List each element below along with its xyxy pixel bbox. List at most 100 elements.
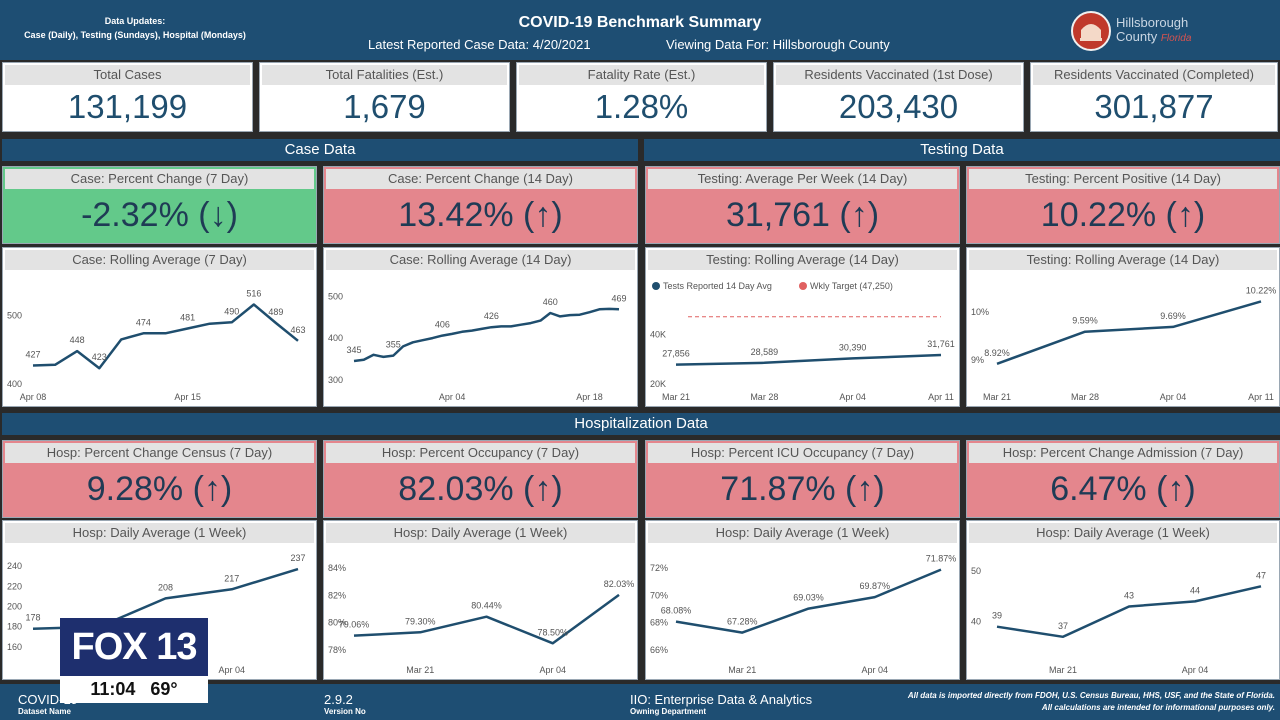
stat-label: Fatality Rate (Est.)	[519, 65, 764, 85]
y-tick-label: 66%	[650, 645, 668, 655]
data-label: 28,589	[751, 347, 779, 357]
logo-line-1: Hillsborough	[1116, 16, 1191, 30]
time-temp: 11:04 69°	[60, 676, 208, 703]
y-tick-label: 40	[971, 617, 981, 627]
chart-case-rolling-7day: Case: Rolling Average (7 Day) 400500Apr …	[2, 247, 317, 407]
chart-title: Hosp: Daily Average (1 Week)	[5, 523, 314, 543]
data-label: 80.44%	[471, 601, 502, 611]
data-label: 460	[543, 297, 558, 307]
data-label: 481	[180, 312, 195, 322]
fox13-overlay: FOX 13 11:04 69°	[60, 618, 208, 703]
chart-plot: 66%68%70%72%Mar 21Apr 0468.08%67.28%69.0…	[646, 543, 959, 679]
overlay-temp: 69°	[150, 679, 177, 699]
chart-title: Hosp: Daily Average (1 Week)	[969, 523, 1277, 543]
data-label: 9.59%	[1072, 316, 1098, 326]
y-tick-label: 500	[7, 310, 22, 320]
stat-total-cases: Total Cases 131,199	[2, 62, 253, 132]
stat-value: 1.28%	[517, 85, 766, 129]
data-label: 237	[290, 553, 305, 563]
x-tick-label: Apr 04	[861, 665, 888, 675]
kpi-value: 82.03% (↑)	[324, 463, 637, 515]
y-tick-label: 10%	[971, 307, 989, 317]
y-tick-label: 180	[7, 622, 22, 632]
stat-fatality-rate: Fatality Rate (Est.) 1.28%	[516, 62, 767, 132]
chart-title: Case: Rolling Average (14 Day)	[326, 250, 635, 270]
data-updates: Data Updates: Case (Daily), Testing (Sun…	[0, 14, 270, 42]
y-tick-label: 50	[971, 566, 981, 576]
stat-label: Total Cases	[5, 65, 250, 85]
chart-case-rolling-14day: Case: Rolling Average (14 Day) 300400500…	[323, 247, 638, 407]
kpi-hosp-admission-change: Hosp: Percent Change Admission (7 Day) 6…	[966, 440, 1280, 518]
kpi-label: Testing: Average Per Week (14 Day)	[648, 169, 957, 189]
y-tick-label: 68%	[650, 618, 668, 628]
y-tick-label: 500	[328, 291, 343, 301]
series-line	[997, 301, 1261, 363]
stat-label: Residents Vaccinated (Completed)	[1033, 65, 1275, 85]
chart-plot: 9%10%Mar 21Mar 28Apr 04Apr 118.92%9.59%9…	[967, 270, 1279, 406]
data-label: 217	[224, 573, 239, 583]
fox13-logo: FOX 13	[60, 618, 208, 676]
chart-title: Hosp: Daily Average (1 Week)	[648, 523, 957, 543]
x-tick-label: Apr 15	[174, 392, 201, 402]
y-tick-label: 40K	[650, 330, 666, 340]
chart-title: Hosp: Daily Average (1 Week)	[326, 523, 635, 543]
y-tick-label: 9%	[971, 355, 984, 365]
x-tick-label: Mar 28	[1071, 392, 1099, 402]
kpi-label: Hosp: Percent Change Admission (7 Day)	[969, 443, 1277, 463]
x-tick-label: Apr 18	[576, 392, 603, 402]
kpi-value: 10.22% (↑)	[967, 189, 1279, 241]
stat-value: 301,877	[1031, 85, 1277, 129]
data-label: 178	[25, 613, 40, 623]
data-label: 44	[1190, 585, 1200, 595]
dataset-label: Dataset Name	[18, 707, 78, 716]
department-name: IIO: Enterprise Data & Analytics	[630, 692, 812, 707]
data-label: 37	[1058, 621, 1068, 631]
legend-label-target: Wkly Target (47,250)	[810, 281, 893, 291]
stat-label: Total Fatalities (Est.)	[262, 65, 507, 85]
kpi-case-change-7day: Case: Percent Change (7 Day) -2.32% (↓)	[2, 166, 317, 244]
y-tick-label: 200	[7, 601, 22, 611]
kpi-label: Case: Percent Change (14 Day)	[326, 169, 635, 189]
footer-disclaimer: All data is imported directly from FDOH,…	[905, 690, 1275, 714]
latest-case-date: Latest Reported Case Data: 4/20/2021	[368, 37, 591, 52]
kpi-value: 6.47% (↑)	[967, 463, 1279, 515]
chart-hosp-icu: Hosp: Daily Average (1 Week) 66%68%70%72…	[645, 520, 960, 680]
kpi-label: Testing: Percent Positive (14 Day)	[969, 169, 1277, 189]
chart-title: Testing: Rolling Average (14 Day)	[648, 250, 957, 270]
section-case-data: Case Data	[2, 139, 638, 161]
data-label: 8.92%	[984, 348, 1010, 358]
viewing-county: Viewing Data For: Hillsborough County	[666, 37, 890, 52]
kpi-hosp-census-change: Hosp: Percent Change Census (7 Day) 9.28…	[2, 440, 317, 518]
county-logo: Hillsborough County Florida	[1070, 10, 1230, 52]
data-label: 9.69%	[1160, 311, 1186, 321]
series-line	[676, 355, 941, 365]
y-tick-label: 20K	[650, 379, 666, 389]
chart-plot: 400500Apr 08Apr 154274484234744814905164…	[3, 270, 316, 406]
stat-value: 131,199	[3, 85, 252, 129]
x-tick-label: Mar 21	[728, 665, 756, 675]
kpi-value: 71.87% (↑)	[646, 463, 959, 515]
logo-line-3: Florida	[1161, 33, 1192, 44]
kpi-value: -2.32% (↓)	[3, 189, 316, 241]
stat-value: 1,679	[260, 85, 509, 129]
kpi-label: Hosp: Percent Change Census (7 Day)	[5, 443, 314, 463]
y-tick-label: 160	[7, 642, 22, 652]
version-label: Version No	[324, 707, 366, 716]
chart-plot: 300400500Apr 04Apr 18345355406426460469	[324, 270, 637, 406]
y-tick-label: 72%	[650, 563, 668, 573]
data-label: 516	[246, 288, 261, 298]
data-label: 474	[136, 317, 151, 327]
chart-plot: 20K40KMar 21Mar 28Apr 04Apr 11Tests Repo…	[646, 270, 959, 406]
data-label: 489	[268, 307, 283, 317]
legend-marker-tests	[652, 282, 660, 290]
data-label: 463	[290, 325, 305, 335]
data-label: 423	[92, 352, 107, 362]
chart-plot: 78%80%82%84%Mar 21Apr 0479.06%79.30%80.4…	[324, 543, 637, 679]
chart-title: Testing: Rolling Average (14 Day)	[969, 250, 1277, 270]
county-seal-icon	[1070, 10, 1112, 52]
kpi-label: Hosp: Percent Occupancy (7 Day)	[326, 443, 635, 463]
kpi-hosp-occupancy: Hosp: Percent Occupancy (7 Day) 82.03% (…	[323, 440, 638, 518]
chart-hosp-occupancy: Hosp: Daily Average (1 Week) 78%80%82%84…	[323, 520, 638, 680]
y-tick-label: 220	[7, 581, 22, 591]
county-logo-text: Hillsborough County Florida	[1116, 16, 1191, 46]
